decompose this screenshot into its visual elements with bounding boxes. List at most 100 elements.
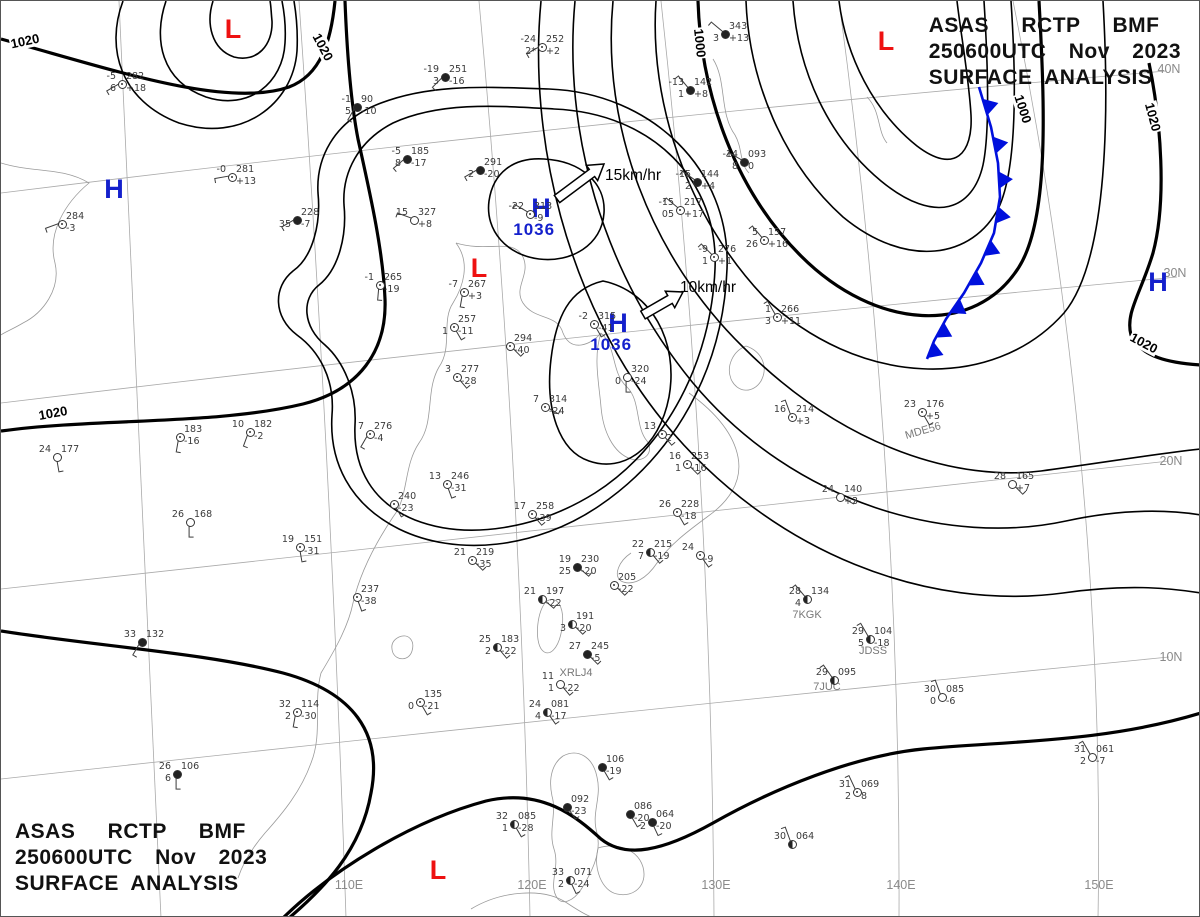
station-circle-icon bbox=[57, 219, 67, 229]
longitude-label: 150E bbox=[1084, 878, 1114, 892]
station-value: 31 bbox=[838, 779, 851, 790]
station-value: 13 bbox=[428, 471, 441, 482]
cold-front-triangle-icon bbox=[995, 206, 1011, 224]
station-value: 4 bbox=[794, 598, 801, 609]
station-value: 253 bbox=[691, 451, 710, 462]
station-value: 168 bbox=[194, 509, 213, 520]
station-value: 0 bbox=[748, 161, 755, 172]
station-value: 2 bbox=[844, 791, 851, 802]
station-value: 140 bbox=[844, 484, 863, 495]
station-circle-icon bbox=[565, 875, 575, 885]
isobar bbox=[537, 1, 1199, 598]
station-value: 144 bbox=[701, 169, 720, 180]
station-circle-icon bbox=[352, 592, 362, 602]
station-value: 177 bbox=[61, 444, 80, 455]
station-value: -3 bbox=[66, 223, 76, 234]
station-value: 25 bbox=[558, 566, 571, 577]
station-value: -21 bbox=[424, 701, 440, 712]
chart-title-line1: ASAS RCTP BMF bbox=[15, 820, 246, 843]
station-value: 26 bbox=[171, 509, 184, 520]
station-circle-icon bbox=[442, 479, 452, 489]
station-circle-icon bbox=[245, 427, 255, 437]
cold-front-triangle-icon bbox=[949, 298, 967, 314]
station-value: 114 bbox=[301, 699, 320, 710]
station-value: -5 bbox=[106, 71, 116, 82]
latitude-label: 40N bbox=[1157, 62, 1181, 76]
station-circle-icon bbox=[657, 429, 667, 439]
station-circle-icon bbox=[865, 634, 875, 644]
longitude-gridline bbox=[1012, 1, 1100, 916]
station-value: -22 bbox=[508, 201, 524, 212]
station-value: -10 bbox=[361, 106, 377, 117]
chart-title-line1: ASAS RCTP BMF bbox=[928, 14, 1160, 37]
station-value: 24 bbox=[821, 484, 834, 495]
station-circle-icon bbox=[917, 407, 927, 417]
station-value: -15 bbox=[675, 169, 691, 180]
station-value: -17 bbox=[411, 158, 427, 169]
isobar-major bbox=[696, 1, 1045, 318]
coastline bbox=[237, 242, 465, 879]
station-value: 3 bbox=[444, 364, 451, 375]
station-circle-icon bbox=[292, 215, 302, 225]
station-value: -19 bbox=[654, 551, 670, 562]
station-value: -17 bbox=[551, 711, 567, 722]
coastline bbox=[729, 345, 765, 391]
station-value: -0 bbox=[216, 164, 226, 175]
station-circle-icon bbox=[509, 819, 519, 829]
station-value: 277 bbox=[461, 364, 480, 375]
station-value: -15 bbox=[658, 197, 674, 208]
station-circle-icon bbox=[589, 319, 599, 329]
station-value: 30 bbox=[773, 831, 786, 842]
station-circle-icon bbox=[567, 619, 577, 629]
station-value: 061 bbox=[1096, 744, 1115, 755]
station-value: +16 bbox=[768, 239, 789, 250]
station-value: +11 bbox=[781, 316, 802, 327]
station-value: -20 bbox=[634, 813, 650, 824]
station-value: -4 bbox=[374, 433, 384, 444]
station-value: 6 bbox=[109, 83, 116, 94]
station-value: 258 bbox=[536, 501, 555, 512]
station-value: 90 bbox=[361, 94, 374, 105]
station-value: 2 bbox=[666, 433, 673, 444]
station-circle-icon bbox=[597, 762, 607, 772]
station-value: 11 bbox=[541, 671, 554, 682]
station-value: -35 bbox=[476, 559, 492, 570]
station-value: 3 bbox=[559, 623, 566, 634]
station-value: 135 bbox=[424, 689, 443, 700]
station-value: 7 bbox=[637, 551, 644, 562]
station-circle-icon bbox=[409, 215, 419, 225]
station-circle-icon bbox=[692, 177, 702, 187]
station-circle-icon bbox=[227, 172, 237, 182]
station-value: 35 bbox=[278, 219, 291, 230]
station-value: -13 bbox=[668, 77, 684, 88]
station-value: 26 bbox=[745, 239, 758, 250]
station-value: 276 bbox=[374, 421, 393, 432]
station-value: -22 bbox=[618, 584, 634, 595]
longitude-label: 130E bbox=[701, 878, 731, 892]
station-value: 106 bbox=[606, 754, 625, 765]
station-value: +3 bbox=[844, 496, 859, 507]
station-value: -7 bbox=[301, 219, 311, 230]
station-circle-icon bbox=[402, 154, 412, 164]
station-id-label: JDSS bbox=[858, 645, 888, 657]
station-value: 228 bbox=[301, 207, 320, 218]
station-value: 31 bbox=[1073, 744, 1086, 755]
latitude-gridline bbox=[1, 276, 1178, 404]
station-circle-icon bbox=[685, 85, 695, 95]
station-circle-icon bbox=[555, 679, 565, 689]
station-value: -7 bbox=[1096, 756, 1106, 767]
station-value: 23 bbox=[903, 399, 916, 410]
station-circle-icon bbox=[787, 839, 797, 849]
isobar bbox=[654, 1, 1107, 370]
station-value: 17 bbox=[513, 501, 526, 512]
station-value: 0 bbox=[407, 701, 414, 712]
station-value: 092 bbox=[571, 794, 590, 805]
station-value: -20 bbox=[656, 821, 672, 832]
front-speed-annotation: 10km/hr bbox=[680, 279, 736, 296]
isobar bbox=[745, 1, 1016, 253]
station-value: 32 bbox=[278, 699, 291, 710]
station-value: 16 bbox=[668, 451, 681, 462]
station-circle-icon bbox=[540, 402, 550, 412]
station-value: 314 bbox=[549, 394, 568, 405]
